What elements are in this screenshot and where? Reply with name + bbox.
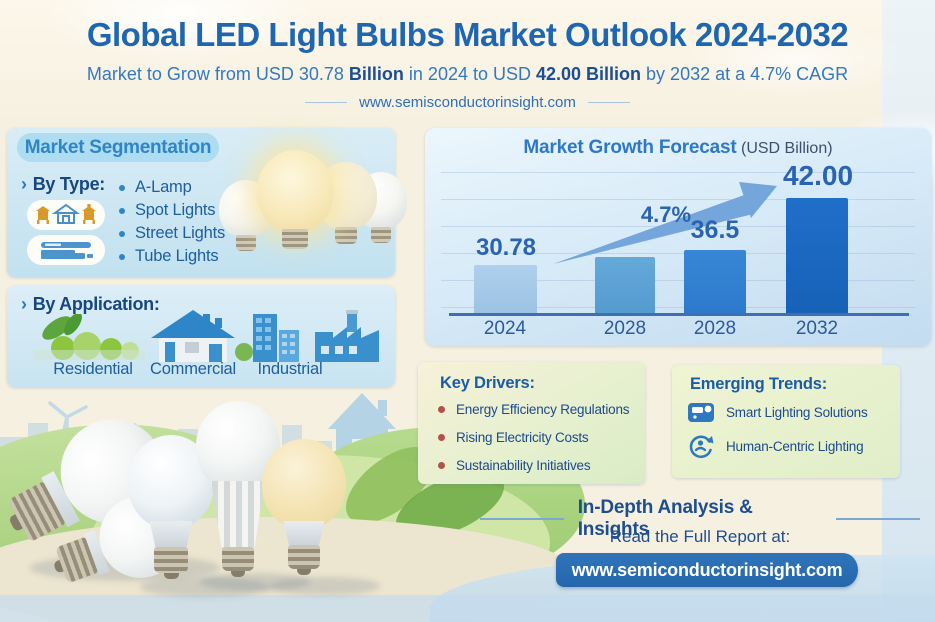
segmentation-header-pill: Market Segmentation <box>17 133 219 162</box>
by-type-list: A-Lamp Spot Lights Street Lights Tube Li… <box>119 176 225 268</box>
trend-item: Human-Centric Lighting <box>688 433 864 459</box>
bar-2032 <box>786 198 848 313</box>
trend-item: Smart Lighting Solutions <box>688 401 868 423</box>
bullet-icon <box>119 230 125 237</box>
bulb-image-glowing <box>257 150 333 249</box>
bullet-icon <box>438 434 445 441</box>
list-item: Tube Lights <box>119 245 225 268</box>
website-link[interactable]: www.semisconductorinsight.com <box>359 94 576 111</box>
driver-item: Energy Efficiency Regulations <box>438 402 630 417</box>
bar-2024 <box>474 265 537 313</box>
list-item: Spot Lights <box>119 199 225 222</box>
application-label: Industrial <box>257 360 323 378</box>
subtitle-part-bold: Billion <box>348 64 404 84</box>
bar-value-label: 30.78 <box>475 234 537 261</box>
subtitle-part: by 2032 at a 4.7% CAGR <box>641 64 849 84</box>
report-url-ribbon[interactable]: www.semiconductorinsight.com <box>556 553 858 587</box>
divider-line <box>836 518 920 520</box>
buildings-icon-pill <box>27 200 105 230</box>
emerging-trends-title: Emerging Trends: <box>690 375 828 393</box>
driver-item: Sustainability Initiatives <box>438 458 591 473</box>
x-axis-tick: 2028 <box>603 318 647 339</box>
divider-line <box>305 102 348 103</box>
application-label: Residential <box>53 360 133 378</box>
report-url[interactable]: www.semiconductorinsight.com <box>571 559 843 580</box>
market-growth-forecast-panel: Market Growth Forecast (USD Billion) 30.… <box>425 128 931 346</box>
cloud-decoration <box>680 22 910 98</box>
bullet-icon <box>119 207 125 214</box>
divider-line <box>587 102 630 103</box>
bar-value-label: 36.5 <box>690 216 740 244</box>
commercial-icon <box>151 310 235 362</box>
residential-icon <box>33 314 145 360</box>
subtitle-part-bold: 42.00 Billion <box>536 64 642 84</box>
by-application-panel: › By Application: <box>7 286 395 387</box>
footer-cta: Read the Full Report at: <box>609 527 791 546</box>
x-axis-tick: 2032 <box>795 318 839 339</box>
bulb-shadow <box>270 577 380 595</box>
led-bulb-warm <box>262 439 346 575</box>
list-item: A-Lamp <box>119 176 225 199</box>
website-row: www.semisconductorinsight.com <box>0 94 935 111</box>
chart-title: Market Growth Forecast (USD Billion) <box>523 137 833 158</box>
divider-line <box>480 518 564 520</box>
application-label: Commercial <box>149 360 236 378</box>
footer-heading-row: In-Depth Analysis & Insights <box>480 497 920 541</box>
driver-item: Rising Electricity Costs <box>438 430 589 445</box>
market-segmentation-panel: Market Segmentation › By Type: <box>7 128 407 277</box>
key-drivers-title: Key Drivers: <box>440 374 535 392</box>
x-axis-tick: 2024 <box>483 318 527 339</box>
bullet-icon <box>438 406 445 413</box>
x-axis-tick: 2028 <box>693 318 737 339</box>
leaf-decoration <box>346 446 505 539</box>
buildings-icon <box>36 204 96 224</box>
bar-2028a <box>595 257 655 313</box>
water-strip <box>0 595 935 622</box>
bullet-icon <box>438 462 445 469</box>
key-drivers-panel: Key Drivers: Energy Efficiency Regulatio… <box>418 362 645 484</box>
bar-2028b <box>684 250 746 313</box>
cagr-label: 4.7% <box>640 202 692 227</box>
bar-value-label: 42.00 <box>782 160 854 191</box>
human-centric-icon <box>689 435 714 459</box>
chart-axis-line <box>449 313 909 316</box>
list-item: Street Lights <box>119 222 225 245</box>
tube-light-icon-pill <box>27 235 105 265</box>
by-type-label: › By Type: <box>21 174 105 194</box>
bullet-icon <box>119 184 125 191</box>
bulb-shadow <box>140 577 270 597</box>
emerging-trends-panel: Emerging Trends: Smart Lighting Solution… <box>672 365 900 478</box>
page-title: Global LED Light Bulbs Market Outlook 20… <box>86 16 849 53</box>
by-application-label: › By Application: <box>21 294 160 314</box>
bottom-scene <box>0 385 935 622</box>
subtitle-part: Market to Grow from USD 30.78 <box>86 64 349 84</box>
bullet-icon <box>119 253 125 260</box>
tube-light-icon <box>41 242 93 259</box>
industrial-icon <box>235 310 379 362</box>
footer-heading: In-Depth Analysis & Insights <box>577 497 753 540</box>
bulb-shadow <box>200 573 310 591</box>
chevron-icon: › <box>21 294 27 314</box>
smart-lighting-icon <box>688 403 714 422</box>
chevron-icon: › <box>21 174 27 194</box>
growth-arrow-icon <box>553 182 777 264</box>
segmentation-title: Market Segmentation <box>24 136 212 158</box>
subtitle-part: in 2024 to USD <box>403 64 536 84</box>
subtitle: Market to Grow from USD 30.78 Billion in… <box>0 64 935 85</box>
bulbs-illustration <box>207 148 407 274</box>
